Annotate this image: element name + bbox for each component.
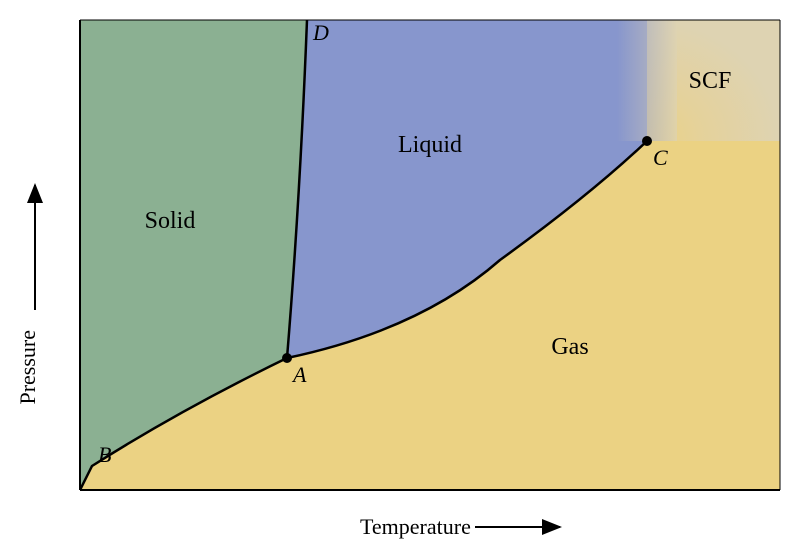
point-a — [282, 353, 292, 363]
phase-diagram-svg: A B C D Solid Liquid Gas SCF Pressure Te… — [0, 0, 800, 549]
x-axis-label: Temperature — [360, 514, 471, 539]
point-b-label: B — [98, 442, 111, 467]
point-c-label: C — [653, 145, 668, 170]
point-a-label: A — [291, 362, 307, 387]
phase-diagram: A B C D Solid Liquid Gas SCF Pressure Te… — [0, 0, 800, 549]
scf-label: SCF — [689, 68, 732, 94]
scf-left-blend — [617, 20, 677, 141]
y-axis-label: Pressure — [15, 330, 40, 405]
point-c — [642, 136, 652, 146]
gas-label: Gas — [551, 334, 588, 360]
point-d-label: D — [312, 20, 329, 45]
liquid-label: Liquid — [398, 132, 462, 158]
solid-label: Solid — [145, 208, 196, 234]
